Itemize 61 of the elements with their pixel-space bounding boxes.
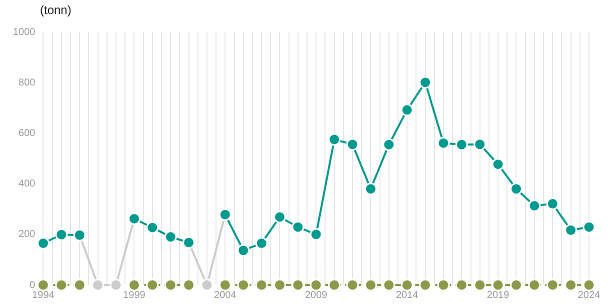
point [564, 224, 578, 236]
point [346, 278, 359, 292]
point [564, 278, 578, 292]
point [546, 198, 559, 210]
y-tick-label: 1000 [12, 26, 36, 38]
x-tick-label: 2009 [305, 290, 328, 301]
point [237, 278, 250, 292]
point [328, 278, 341, 292]
y-tick-label: 800 [18, 77, 36, 88]
point [255, 278, 268, 292]
point [437, 136, 450, 150]
point [492, 158, 504, 171]
point [474, 138, 486, 151]
point [55, 228, 68, 241]
point [492, 278, 504, 292]
y-tick-label: 600 [18, 128, 36, 139]
x-tick-label: 2004 [214, 290, 237, 301]
x-tick-label: 1994 [32, 290, 55, 301]
point [146, 278, 159, 292]
point [546, 278, 559, 292]
point [218, 278, 232, 292]
point [255, 237, 268, 250]
point [164, 230, 177, 244]
point [510, 278, 522, 292]
point [200, 278, 214, 292]
point [582, 278, 596, 292]
y-tick-label: 200 [18, 229, 36, 240]
point [346, 138, 359, 151]
point [237, 244, 250, 257]
x-tick-label: 2014 [396, 290, 419, 301]
point [164, 278, 177, 292]
point [292, 278, 304, 292]
point [455, 278, 468, 292]
x-tick-label: 2019 [486, 290, 510, 301]
point [328, 133, 341, 146]
x-tick-label: 2024 [578, 290, 601, 301]
point [110, 278, 122, 292]
point [419, 278, 432, 292]
y-tick-label: 0 [30, 280, 36, 291]
point [455, 138, 468, 151]
point [55, 278, 68, 292]
point [310, 278, 322, 292]
point [528, 278, 541, 292]
point [292, 220, 304, 234]
point [364, 182, 377, 196]
point [582, 220, 596, 234]
point [400, 278, 414, 292]
y-axis-title: (tonn) [40, 3, 72, 17]
point [382, 278, 396, 292]
point [310, 228, 322, 241]
point [146, 221, 159, 234]
point [73, 278, 86, 292]
point [364, 278, 377, 292]
point [528, 200, 541, 212]
x-tick-label: 1999 [123, 290, 146, 301]
point [437, 278, 450, 292]
point [92, 278, 104, 292]
y-tick-label: 400 [18, 178, 36, 190]
point [382, 138, 396, 151]
point [474, 278, 486, 292]
point [400, 104, 414, 116]
